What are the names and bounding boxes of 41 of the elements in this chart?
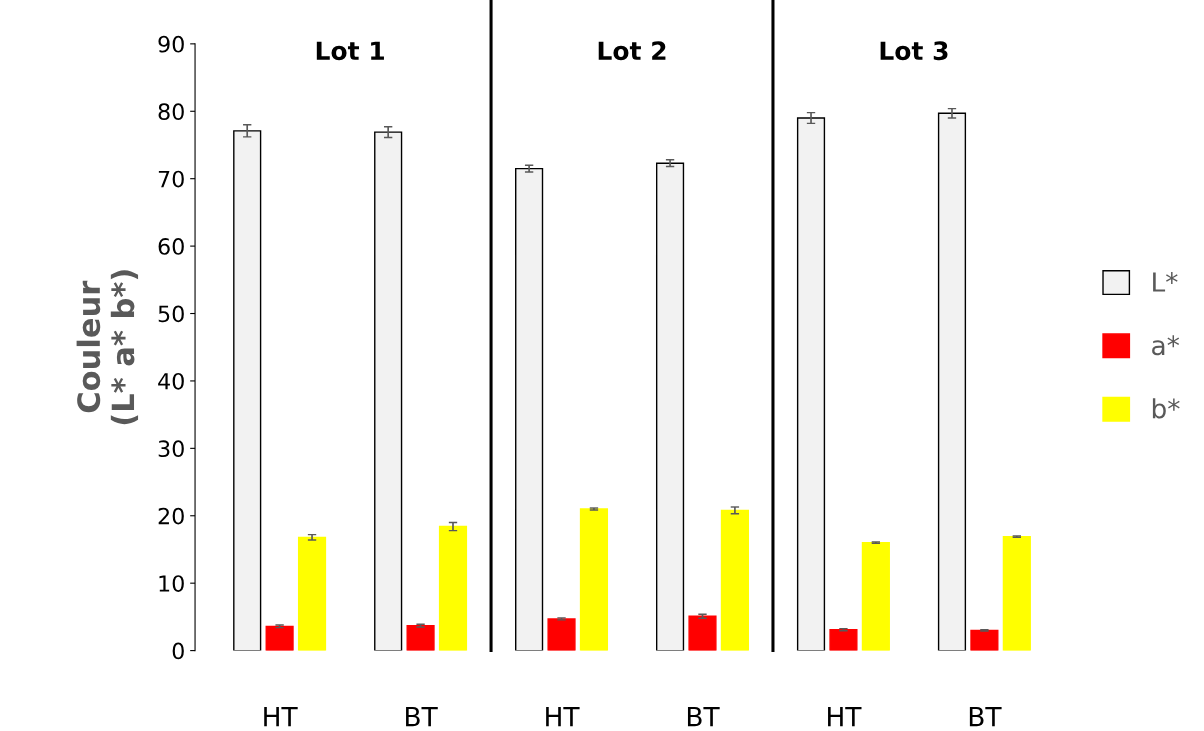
bar <box>720 509 749 651</box>
bar <box>515 167 544 651</box>
y-tick-label: 40 <box>158 372 184 390</box>
x-tick-label: HT <box>264 706 298 727</box>
annotation: Lot 2 <box>598 41 666 61</box>
bar <box>233 130 262 651</box>
legend-label: b* <box>1152 398 1180 419</box>
bar <box>406 624 435 651</box>
bar <box>547 618 576 651</box>
x-tick-label: HT <box>546 706 580 727</box>
y-tick-label: 70 <box>158 170 184 188</box>
y-tick-label: 60 <box>158 238 184 255</box>
x-tick-label: BT <box>687 706 720 727</box>
bar <box>970 629 999 651</box>
bar <box>438 525 468 651</box>
annotation: Lot 1 <box>316 41 384 61</box>
bar <box>937 112 967 651</box>
bar <box>1002 535 1031 651</box>
legend-label: a* <box>1152 335 1180 356</box>
y-tick-label: 10 <box>159 575 184 592</box>
bar <box>688 615 717 651</box>
bar <box>374 131 403 651</box>
x-tick-label: BT <box>969 706 1002 727</box>
bar <box>829 628 858 651</box>
annotation: Lot 3 <box>880 41 948 61</box>
bar <box>265 625 294 651</box>
y-tick-label: 20 <box>158 507 184 525</box>
bar <box>861 542 890 651</box>
x-tick-label: HT <box>828 706 862 727</box>
y-tick-label: 80 <box>158 103 184 121</box>
y-tick-label: 50 <box>158 305 184 323</box>
y-tick-label: 30 <box>158 440 184 458</box>
y-tick-label: 0 <box>172 642 184 660</box>
y-tick-label: 90 <box>158 35 184 53</box>
legend-label: L* <box>1153 272 1178 292</box>
y-axis-title: Couleur (L* a* b*) <box>76 270 139 425</box>
bar <box>579 508 609 651</box>
x-tick-label: BT <box>406 706 438 727</box>
bar <box>796 117 826 651</box>
bar <box>655 162 685 651</box>
bar <box>297 536 327 651</box>
